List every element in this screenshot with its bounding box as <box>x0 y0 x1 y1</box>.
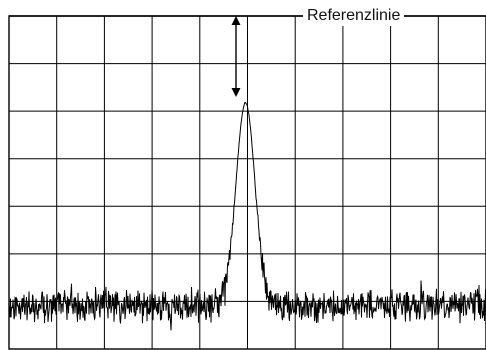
graticule-grid <box>9 16 486 349</box>
spectrum-trace <box>8 101 486 331</box>
reference-distance-arrow <box>231 16 241 97</box>
reference-line-label: Referenzlinie <box>303 6 405 26</box>
arrow-head-up-icon <box>231 16 241 25</box>
arrow-head-down-icon <box>231 88 241 97</box>
